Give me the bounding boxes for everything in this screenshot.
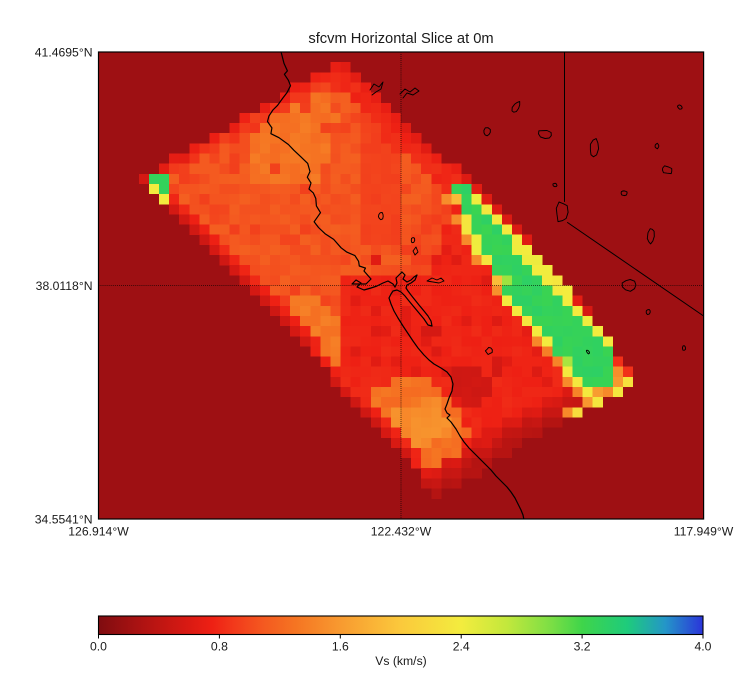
svg-text:34.5541°N: 34.5541°N xyxy=(35,513,93,527)
svg-text:122.432°W: 122.432°W xyxy=(371,525,432,539)
svg-text:117.949°W: 117.949°W xyxy=(674,525,734,539)
svg-text:38.0118°N: 38.0118°N xyxy=(36,279,93,293)
svg-text:126.914°W: 126.914°W xyxy=(68,525,129,539)
svg-text:sfcvm Horizontal Slice at 0m: sfcvm Horizontal Slice at 0m xyxy=(308,31,493,47)
svg-text:3.2: 3.2 xyxy=(574,639,591,653)
svg-text:2.4: 2.4 xyxy=(453,639,470,653)
svg-text:0.8: 0.8 xyxy=(211,639,228,653)
svg-text:41.4695°N: 41.4695°N xyxy=(35,46,93,60)
svg-text:4.0: 4.0 xyxy=(695,639,712,653)
svg-text:0.0: 0.0 xyxy=(90,639,107,653)
svg-text:Vs (km/s): Vs (km/s) xyxy=(375,654,426,668)
svg-text:1.6: 1.6 xyxy=(332,639,349,653)
